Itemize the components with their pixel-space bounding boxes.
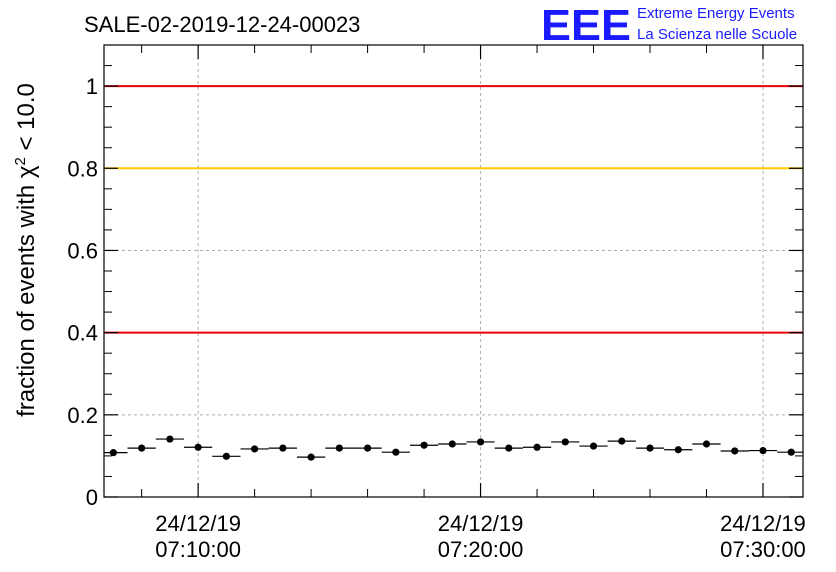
data-point [109,449,118,457]
y-axis-label: fraction of events with χ2 < 10.0 [12,83,40,417]
x-tick-labels: 24/12/1907:10:0024/12/1907:20:0024/12/19… [155,511,805,562]
logo-line-1: Extreme Energy Events [637,5,795,22]
y-tick-label: 0.8 [67,156,98,181]
reference-lines [104,85,803,334]
data-point [646,444,654,452]
data-point [674,446,682,454]
data-point [420,441,428,449]
data-point [251,445,259,453]
data-point [731,447,739,455]
x-tick-label-time: 07:20:00 [438,537,524,562]
data-point [533,443,541,451]
data-point [194,443,202,451]
data-point [138,444,146,452]
y-tick-label: 0.4 [67,321,98,346]
data-point [759,446,767,455]
x-tick-label-time: 07:10:00 [155,537,241,562]
x-tick-label-date: 24/12/19 [155,511,241,536]
chart-title: SALE-02-2019-12-24-00023 [84,12,360,37]
y-tick-labels: 0 0.2 0.4 0.6 0.8 1 [67,74,98,510]
data-point [702,440,711,448]
data-point [589,442,598,450]
eee-logo: EEE Extreme Energy Events La Scienza nel… [541,1,797,50]
data-point [335,444,343,452]
data-point [307,453,315,461]
y-tick-label: 0.2 [67,403,98,428]
data-series [104,435,803,461]
y-tick-label: 0 [86,485,98,510]
data-point [166,435,174,443]
data-point [222,452,230,460]
data-point [363,444,372,452]
y-tick-label: 1 [86,74,98,99]
y-tick-label: 0.6 [67,238,98,263]
data-point [561,438,569,446]
grid [104,45,803,497]
logo-line-2: La Scienza nelle Scuole [637,26,797,43]
logo-mark: EEE [541,1,631,50]
plot-frame [103,44,804,498]
x-tick-label-time: 07:30:00 [720,537,806,562]
data-point [279,444,287,452]
data-point [505,444,513,452]
data-point [392,448,400,456]
data-point [618,437,626,445]
data-point [476,438,485,446]
axis-ticks [104,44,803,498]
data-point [787,448,795,456]
x-tick-label-date: 24/12/19 [438,511,524,536]
x-tick-label-date: 24/12/19 [720,511,806,536]
data-point [448,440,456,448]
